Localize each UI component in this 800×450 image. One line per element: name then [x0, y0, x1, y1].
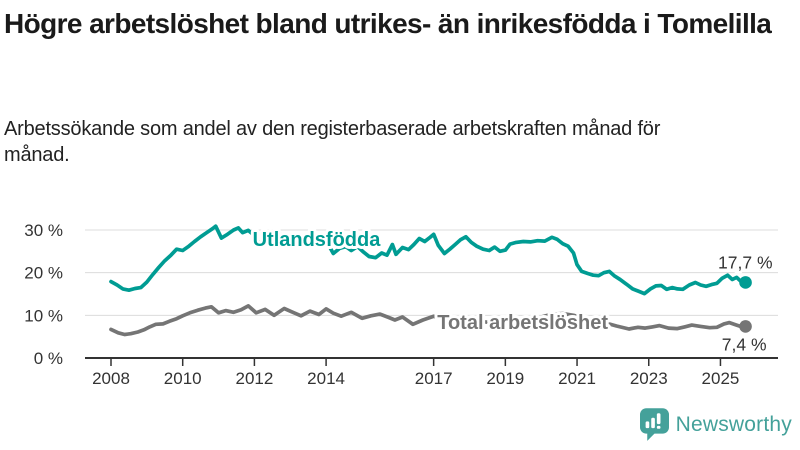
page-title: Högre arbetslöshet bland utrikes- än inr…	[4, 8, 772, 39]
x-tick-label: 2008	[92, 369, 130, 388]
x-tick-label: 2023	[630, 369, 668, 388]
grid-layer	[85, 229, 778, 316]
x-tick-label: 2025	[702, 369, 740, 388]
x-tick-label: 2012	[235, 369, 273, 388]
bar-chart-speech-bubble-icon	[639, 408, 669, 441]
x-tick-label: 2019	[486, 369, 524, 388]
x-tick-label: 2021	[558, 369, 596, 388]
series-label: Utlandsfödda	[253, 229, 382, 251]
x-tick-label: 2017	[415, 369, 453, 388]
y-tick-label: 10 %	[24, 306, 63, 325]
label-layer: 0 % 10 % 20 % 30 % 2008 2010 2012 2014 2017 2019 2…	[24, 221, 775, 388]
y-tick-label: 0 %	[34, 349, 63, 368]
unemployment-line-chart: 0 % 10 % 20 % 30 % 2008 2010 2012 2014 2017 2019 2…	[24, 221, 778, 388]
y-tick-label: 20 %	[24, 264, 63, 283]
brand-name: Newsworthy	[675, 413, 792, 436]
series-label: Total arbetslöshet	[437, 312, 608, 334]
series-end-value-label: 17,7 %	[718, 252, 772, 272]
series-end-dot	[739, 276, 752, 289]
x-tick-label: 2014	[307, 369, 345, 388]
page-subtitle: Arbetssökande som andel av den registerb…	[4, 118, 661, 167]
x-axis	[85, 357, 778, 366]
newsworthy-logo: Newsworthy	[639, 406, 792, 444]
x-tick-label: 2010	[164, 369, 202, 388]
series-end-dot	[739, 320, 752, 333]
series-line-utlandsfodda	[109, 224, 748, 296]
series-layer	[109, 224, 752, 337]
y-tick-label: 30 %	[24, 221, 63, 240]
series-end-value-label: 7,4 %	[722, 334, 767, 354]
series-line-total	[109, 304, 748, 337]
